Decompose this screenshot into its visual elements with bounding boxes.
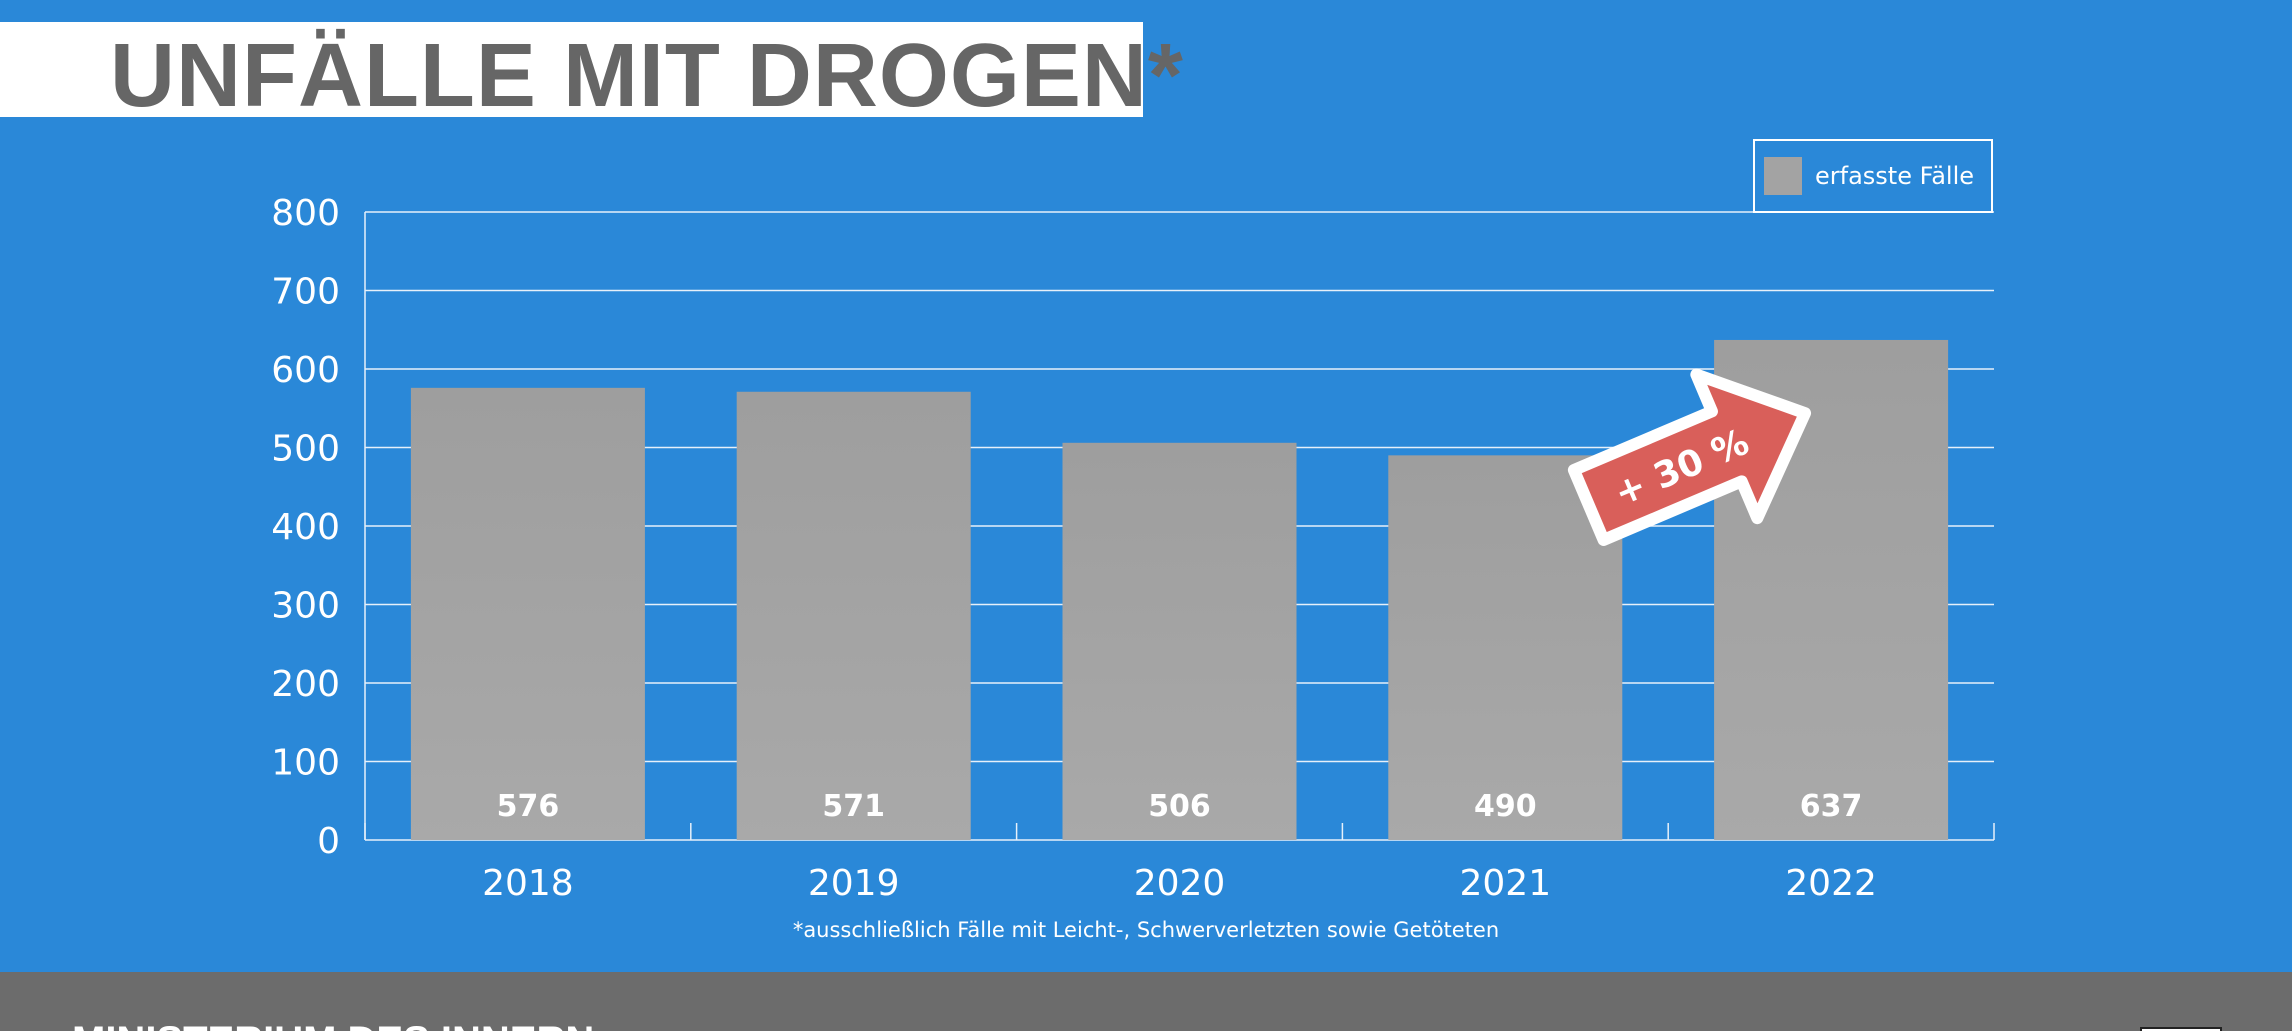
y-tick-label: 300 <box>271 586 340 627</box>
bar-value-label: 576 <box>497 789 560 824</box>
bar-value-label: 571 <box>822 789 885 824</box>
footer-logo <box>2140 1027 2222 1031</box>
arrow-up-right-icon: + 30 % <box>1567 368 1812 546</box>
x-tick-label: 2018 <box>482 863 574 904</box>
footer-bar: MINISTERIUM DES INNERN <box>0 972 2292 1031</box>
bar-value-label: 637 <box>1800 789 1863 824</box>
chart-title: UNFÄLLE MIT DROGEN* <box>110 26 1184 126</box>
y-tick-label: 600 <box>271 350 340 391</box>
y-tick-label: 800 <box>271 193 340 234</box>
y-tick-label: 100 <box>271 743 340 784</box>
bar-2019 <box>736 391 971 840</box>
legend-box <box>1753 139 1993 213</box>
arrow-shape <box>1567 368 1812 546</box>
bar-value-label: 506 <box>1148 789 1211 824</box>
legend-label: erfasste Fälle <box>1815 162 1974 190</box>
bar-2020 <box>1062 442 1297 840</box>
title-banner: UNFÄLLE MIT DROGEN* <box>0 22 1183 121</box>
legend-swatch <box>1764 157 1802 195</box>
y-tick-label: 500 <box>271 429 340 470</box>
bar-value-label: 490 <box>1474 789 1537 824</box>
bar-2018 <box>410 387 645 840</box>
bar-2021 <box>1388 455 1623 840</box>
bar-chart: 0 100 200 300 400 500 600 700 800 576 2018 571 2019 5… <box>271 139 1995 904</box>
x-tick-label: 2020 <box>1134 863 1226 904</box>
x-tick-label: 2021 <box>1459 863 1551 904</box>
x-tick-label: 2022 <box>1785 863 1877 904</box>
y-tick-label: 200 <box>271 664 340 705</box>
footnote: *ausschließlich Fälle mit Leicht-, Schwe… <box>792 918 1500 942</box>
y-tick-label: 0 <box>317 821 340 862</box>
y-tick-label: 400 <box>271 507 340 548</box>
y-tick-label: 700 <box>271 272 340 313</box>
x-tick-label: 2019 <box>808 863 900 904</box>
footer-ministry-name: MINISTERIUM DES INNERN <box>72 1019 594 1031</box>
